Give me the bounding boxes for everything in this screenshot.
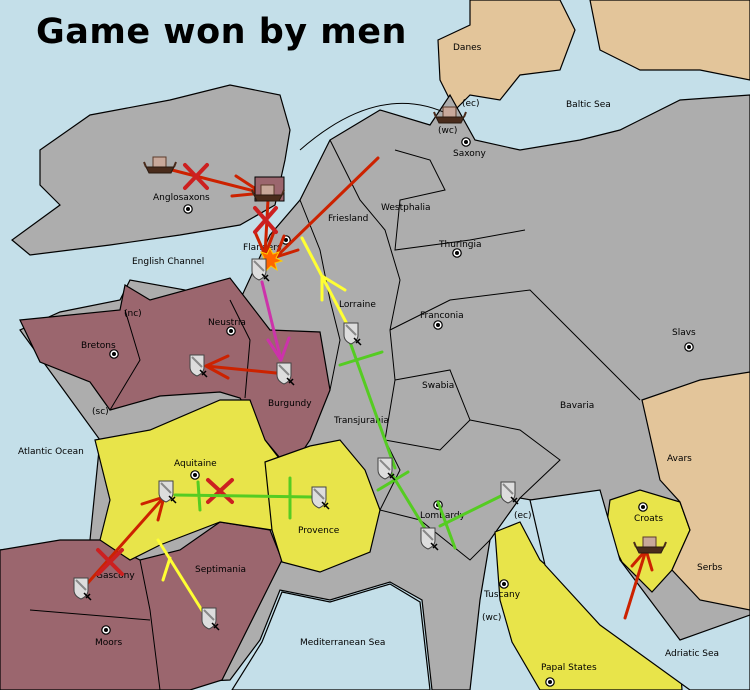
army-icon[interactable] (420, 527, 439, 551)
failed-x-icon (206, 478, 234, 504)
label-baltic-sea: Baltic Sea (566, 100, 611, 110)
region-avars-serbs (641, 371, 750, 611)
north-sea-border (299, 102, 451, 151)
label-adriatic-sea: Adriatic Sea (665, 649, 719, 659)
order-arrow-retreat (260, 280, 291, 362)
territory-labels: Danes Baltic Sea (ec) (wc) Saxony Anglos… (18, 43, 723, 673)
label-lorraine: Lorraine (339, 300, 376, 310)
army-icon[interactable] (73, 577, 92, 601)
label-lombardy-ec: (ec) (514, 511, 532, 521)
label-neustria-sc: (sc) (92, 407, 109, 417)
southwest-borders (29, 559, 161, 690)
order-support-hold (436, 492, 507, 550)
region-scandinavia (589, 0, 750, 81)
label-aquitaine: Aquitaine (174, 459, 217, 469)
failed-x-icon (253, 206, 278, 234)
label-moors: Moors (95, 638, 122, 648)
army-icon[interactable] (311, 486, 330, 510)
label-neustria-nc: (nc) (124, 309, 142, 319)
game-result-title: Game won by men (36, 12, 407, 52)
label-english-channel: English Channel (132, 257, 204, 267)
order-arrow-burgundy-neustria (204, 354, 288, 380)
order-support-septimania (156, 538, 210, 622)
label-slavs: Slavs (672, 328, 696, 338)
label-thuringia: Thuringia (438, 240, 482, 250)
army-icon[interactable] (189, 354, 208, 378)
label-friesland: Friesland (328, 214, 368, 224)
failed-x-icon (183, 163, 209, 190)
label-avars: Avars (667, 454, 692, 464)
label-swabia: Swabia (422, 381, 454, 391)
order-support-hold (173, 476, 314, 520)
army-icon[interactable] (377, 457, 396, 481)
army-icon[interactable] (343, 322, 362, 346)
label-franconia: Franconia (420, 311, 464, 321)
army-icon[interactable] (276, 362, 295, 386)
label-gascony: Gascony (96, 571, 135, 581)
army-icon[interactable] (158, 480, 177, 504)
label-serbs: Serbs (697, 563, 723, 573)
order-support-hold (338, 340, 397, 470)
army-icon[interactable] (201, 607, 220, 631)
order-support-lorraine (300, 236, 350, 328)
label-bretons: Bretons (81, 341, 116, 351)
order-arrow-to-flanders (253, 198, 276, 257)
army-icon[interactable] (251, 258, 270, 282)
region-adriatic-sea[interactable] (529, 489, 750, 690)
label-westphalia: Westphalia (381, 203, 431, 213)
label-provence: Provence (298, 526, 340, 536)
dislodged-burst-icon (256, 246, 284, 273)
label-saxony: Saxony (453, 149, 486, 159)
label-saxony-ec: (ec) (462, 99, 480, 109)
maroon-borders (109, 299, 251, 411)
region-mediterranean-sea[interactable] (231, 583, 431, 690)
label-transjurania: Transjurania (333, 416, 389, 426)
label-bavaria: Bavaria (560, 401, 594, 411)
units (73, 106, 667, 631)
label-saxony-wc: (wc) (438, 126, 457, 136)
label-mediterranean-sea: Mediterranean Sea (300, 638, 385, 648)
label-tuscany-wc: (wc) (482, 613, 501, 623)
label-burgundy: Burgundy (268, 399, 312, 409)
label-danes: Danes (453, 43, 482, 53)
label-atlantic-ocean: Atlantic Ocean (18, 447, 84, 457)
label-papal-states: Papal States (541, 663, 597, 673)
failed-x-icon (96, 548, 124, 576)
army-icon[interactable] (500, 481, 519, 505)
label-croats: Croats (634, 514, 663, 524)
label-septimania: Septimania (195, 565, 246, 575)
label-anglosaxons: Anglosaxons (153, 193, 210, 203)
orders (84, 156, 654, 622)
label-neustria: Neustria (208, 318, 246, 328)
label-tuscany: Tuscany (483, 590, 521, 600)
province-borders (299, 139, 641, 561)
